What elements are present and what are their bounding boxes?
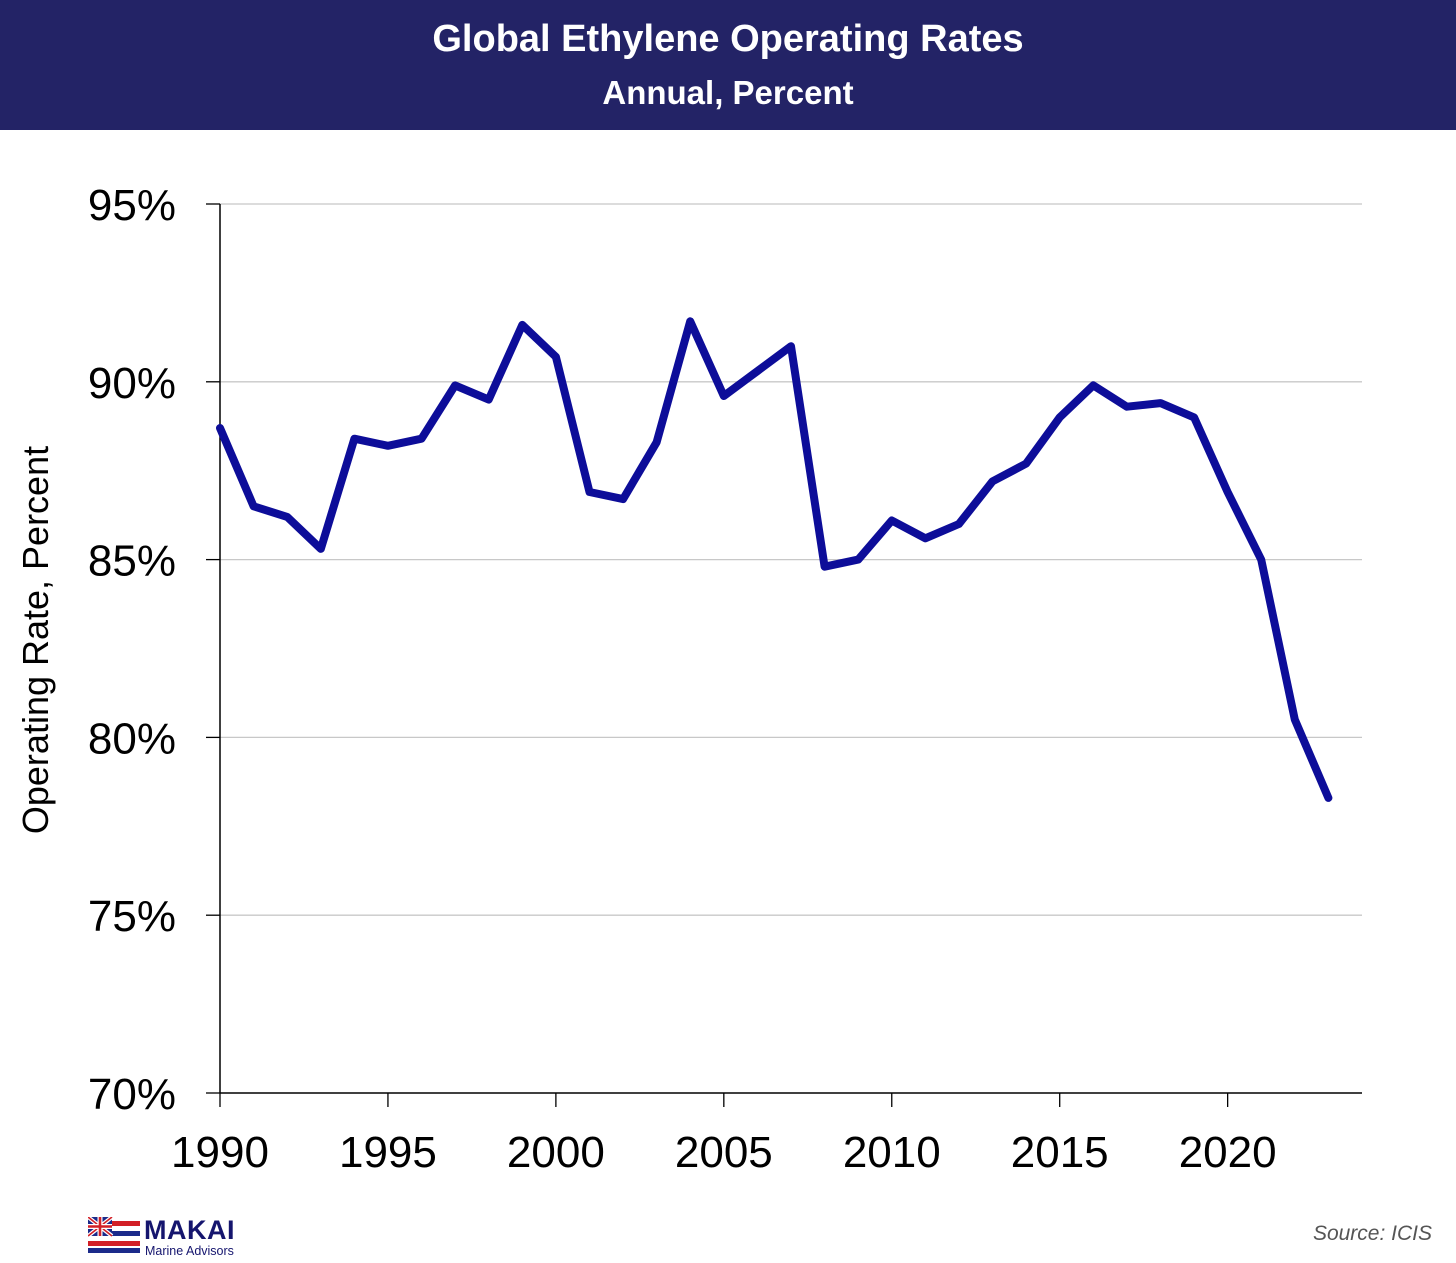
x-tick-label: 1990 [171, 1128, 269, 1177]
source-note: Source: ICIS [1312, 1222, 1432, 1245]
y-tick-label: 85% [88, 537, 176, 586]
x-tick-label: 2005 [675, 1128, 773, 1177]
series-line [216, 317, 1333, 802]
y-tick-label: 75% [88, 892, 176, 941]
hawaii-flag-icon [88, 1217, 140, 1253]
y-axis-label: Operating Rate, Percent [15, 445, 56, 835]
chart-title: Global Ethylene Operating Rates [432, 18, 1024, 60]
y-tick-label: 95% [88, 181, 176, 230]
axes [206, 203, 1362, 1107]
chart-header: Global Ethylene Operating Rates Annual, … [0, 0, 1456, 130]
x-tick-label: 2000 [507, 1128, 605, 1177]
y-tick-label: 70% [88, 1070, 176, 1119]
gridlines [220, 203, 1362, 916]
logo-brand: MAKAI [144, 1215, 235, 1245]
series-lines [216, 317, 1333, 802]
x-tick-label: 2010 [843, 1128, 941, 1177]
y-tick-label: 90% [88, 359, 176, 408]
x-tick-label: 2020 [1179, 1128, 1277, 1177]
x-tick-labels: 1990 1995 2000 2005 2010 2015 2020 [171, 1128, 1277, 1177]
x-tick-label: 1995 [339, 1128, 437, 1177]
y-tick-label: 80% [88, 714, 176, 763]
makai-logo: MAKAI Marine Advisors [88, 1215, 268, 1261]
logo-tagline: Marine Advisors [145, 1244, 234, 1258]
y-tick-labels: 70% 75% 80% 85% 90% 95% [88, 181, 176, 1119]
chart-subtitle: Annual, Percent [602, 74, 854, 111]
x-tick-label: 2015 [1011, 1128, 1109, 1177]
